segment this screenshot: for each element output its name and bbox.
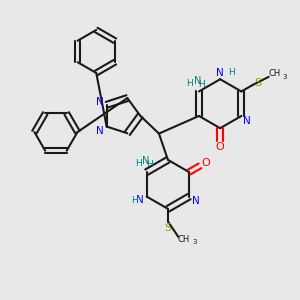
Text: H: H [198, 80, 205, 89]
Text: N: N [96, 126, 104, 136]
Text: CH: CH [178, 236, 190, 244]
Text: H: H [135, 159, 142, 168]
Text: H: H [146, 160, 153, 169]
Text: H: H [131, 196, 137, 205]
Text: O: O [215, 142, 224, 152]
Text: H: H [186, 79, 193, 88]
Text: S: S [164, 223, 172, 233]
Text: CH: CH [268, 69, 281, 78]
Text: N: N [194, 76, 201, 86]
Text: O: O [201, 158, 210, 168]
Text: H: H [228, 68, 235, 77]
Text: S: S [254, 78, 261, 88]
Text: N: N [96, 97, 104, 107]
Text: N: N [216, 68, 224, 78]
Text: N: N [192, 196, 200, 206]
Text: N: N [136, 195, 144, 205]
Text: 3: 3 [192, 239, 196, 245]
Text: N: N [243, 116, 250, 126]
Text: N: N [142, 156, 149, 166]
Text: 3: 3 [283, 74, 287, 80]
